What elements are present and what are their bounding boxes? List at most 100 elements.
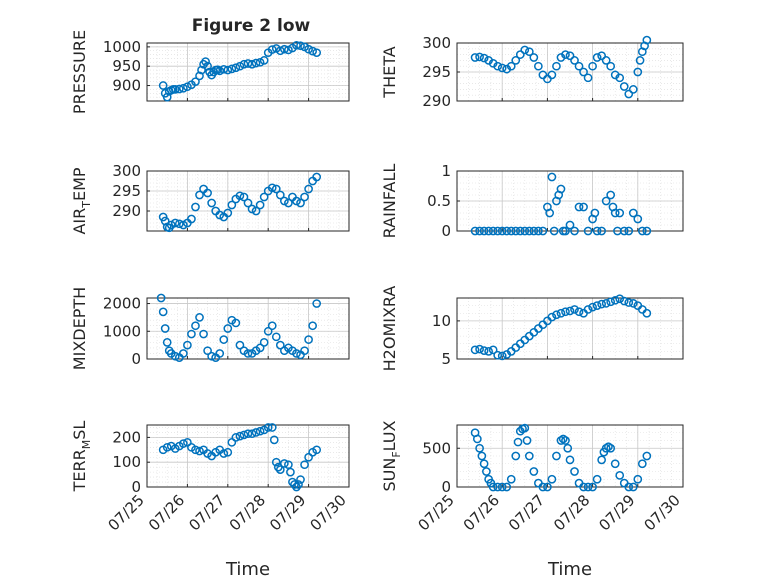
data-point — [543, 482, 552, 492]
data-point — [207, 351, 216, 361]
data-point — [195, 446, 204, 456]
data-point — [524, 47, 534, 57]
data-point — [482, 467, 491, 476]
x-tick-label: 07/29 — [266, 491, 309, 534]
data-point — [561, 226, 570, 236]
data-point — [275, 465, 285, 474]
data-point — [561, 50, 570, 59]
data-point — [312, 48, 322, 58]
x-tick-label: 07/26 — [145, 491, 188, 534]
data-point — [251, 428, 261, 437]
data-point — [524, 226, 534, 236]
data-point — [170, 218, 180, 228]
data-point — [565, 455, 575, 465]
data-point — [610, 459, 620, 469]
data-point — [497, 226, 507, 236]
subplot-3: 290 295 300 AIRTEMP — [70, 162, 350, 235]
y-tick-label: 300 — [422, 34, 451, 52]
data-point — [497, 351, 507, 361]
y-tick-label: 0 — [441, 478, 451, 496]
data-point — [275, 190, 285, 200]
data-point — [267, 45, 277, 54]
data-point — [296, 198, 305, 208]
data-point — [273, 462, 283, 472]
data-point — [506, 61, 516, 71]
data-point — [488, 482, 498, 492]
x-tick-label: 07/30 — [307, 491, 350, 534]
data-point — [556, 308, 566, 318]
data-point — [479, 459, 489, 469]
data-point — [271, 457, 281, 467]
data-point — [267, 423, 277, 432]
data-point — [497, 482, 507, 492]
y-tick-label: 300 — [112, 162, 141, 180]
data-point — [592, 226, 602, 236]
data-point — [215, 349, 225, 358]
data-point — [520, 423, 530, 433]
data-point — [243, 198, 253, 208]
y-axis-label: SUNFLUX — [380, 420, 403, 491]
data-point — [590, 208, 600, 218]
data-point — [592, 474, 602, 484]
data-point — [255, 57, 265, 67]
y-axis-label: TERRMSL — [70, 421, 93, 493]
subplot-5: 0 1000 2000 MIXDEPTH — [70, 287, 350, 370]
data-point — [615, 471, 625, 480]
data-point — [243, 349, 253, 358]
data-point — [547, 70, 557, 80]
data-point — [162, 92, 172, 102]
data-point — [296, 41, 305, 51]
data-point — [579, 482, 588, 492]
data-point — [606, 61, 616, 71]
y-tick-label: 5 — [441, 350, 451, 368]
data-point — [286, 467, 295, 477]
data-point — [255, 200, 265, 210]
data-point — [179, 83, 188, 93]
data-point — [271, 184, 281, 194]
data-point — [522, 436, 532, 445]
data-point — [552, 310, 561, 320]
data-point — [628, 298, 638, 308]
data-point — [227, 64, 237, 74]
data-point — [570, 467, 579, 476]
data-point — [493, 350, 503, 360]
x-tick-label: 07/28 — [550, 491, 593, 534]
data-point — [195, 71, 204, 81]
data-point — [561, 307, 570, 317]
subplot-4: 0 0.5 1 RAINFALL — [380, 162, 684, 240]
data-point — [294, 480, 303, 489]
data-point — [179, 439, 188, 448]
x-tick-label: 07/29 — [595, 491, 638, 534]
data-point — [475, 52, 484, 62]
data-point — [239, 59, 249, 69]
data-point — [280, 459, 289, 468]
data-point — [231, 318, 241, 328]
data-point — [197, 65, 206, 75]
x-tick-label: 07/26 — [460, 491, 503, 534]
data-point — [243, 429, 253, 439]
data-point — [263, 423, 273, 432]
data-point — [280, 44, 289, 54]
data-point — [479, 346, 489, 355]
y-axis-label: RAINFALL — [380, 164, 399, 239]
data-point — [583, 226, 593, 236]
data-point — [312, 445, 322, 455]
data-point — [488, 226, 498, 236]
y-axis-label: PRESSURE — [70, 30, 89, 114]
data-point — [502, 226, 512, 236]
data-point — [583, 73, 593, 83]
data-point — [223, 65, 233, 75]
data-point — [549, 226, 559, 236]
data-point — [223, 447, 233, 457]
data-point — [235, 61, 245, 71]
data-point — [296, 475, 305, 484]
data-point — [574, 307, 584, 317]
data-point — [484, 347, 493, 356]
data-point — [475, 226, 484, 236]
data-point — [475, 443, 484, 453]
data-point — [259, 338, 269, 347]
data-point — [633, 214, 643, 224]
y-axis-label: H2OMIXRA — [380, 286, 399, 372]
data-point — [642, 308, 652, 318]
data-point — [606, 190, 616, 200]
